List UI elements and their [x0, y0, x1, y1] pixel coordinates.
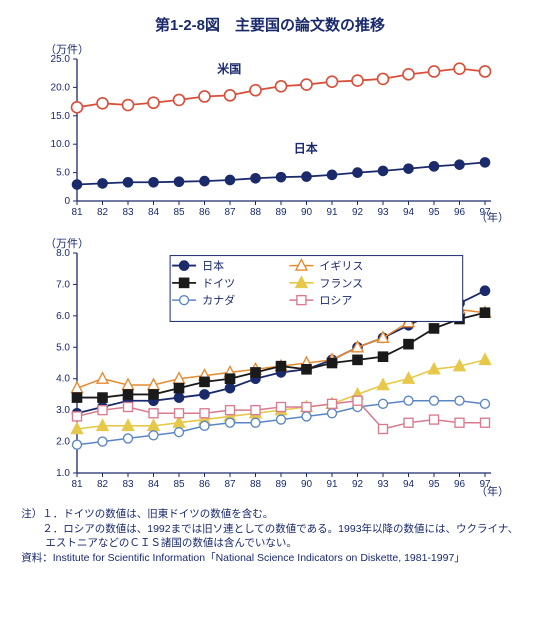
svg-text:日本: 日本 — [294, 141, 318, 156]
svg-text:87: 87 — [224, 207, 236, 218]
svg-text:85: 85 — [173, 479, 185, 490]
svg-text:96: 96 — [454, 479, 466, 490]
chart-2-wrap: （万件） 1.02.03.04.05.06.07.08.081828384858… — [25, 237, 515, 497]
svg-text:82: 82 — [97, 479, 109, 490]
svg-text:4.0: 4.0 — [56, 374, 70, 385]
svg-text:日本: 日本 — [202, 259, 224, 273]
svg-text:82: 82 — [97, 207, 109, 218]
svg-text:93: 93 — [377, 207, 389, 218]
svg-text:88: 88 — [250, 207, 262, 218]
svg-text:95: 95 — [428, 207, 440, 218]
svg-text:86: 86 — [199, 207, 211, 218]
svg-text:米国: 米国 — [217, 61, 241, 76]
chart-2-ylabel: （万件） — [45, 235, 89, 251]
svg-text:2.0: 2.0 — [56, 437, 70, 448]
svg-text:89: 89 — [275, 479, 287, 490]
svg-text:91: 91 — [326, 207, 338, 218]
svg-text:フランス: フランス — [319, 278, 363, 290]
svg-text:15.0: 15.0 — [51, 111, 71, 122]
svg-text:83: 83 — [122, 479, 134, 490]
svg-text:86: 86 — [199, 479, 211, 490]
chart-2-xlabel: （年） — [476, 483, 509, 499]
svg-text:96: 96 — [454, 207, 466, 218]
chart-2-svg: 1.02.03.04.05.06.07.08.08182838485868788… — [25, 237, 515, 497]
svg-text:83: 83 — [122, 207, 134, 218]
svg-text:84: 84 — [148, 207, 160, 218]
chart-1-wrap: （万件） 05.010.015.020.025.0818283848586878… — [25, 43, 515, 223]
svg-text:93: 93 — [377, 479, 389, 490]
note-source: 資料：Institute for Scientific Information「… — [16, 551, 524, 566]
svg-text:94: 94 — [403, 479, 415, 490]
note-1: 注）１．ドイツの数値は、旧東ドイツの数値を含む。 — [16, 507, 524, 522]
svg-text:95: 95 — [428, 479, 440, 490]
svg-text:90: 90 — [301, 479, 313, 490]
svg-text:87: 87 — [224, 479, 236, 490]
svg-text:ドイツ: ドイツ — [202, 278, 235, 290]
svg-text:92: 92 — [352, 207, 364, 218]
chart-1-svg: 05.010.015.020.025.081828384858687888990… — [25, 43, 515, 223]
svg-text:ロシア: ロシア — [319, 295, 352, 307]
svg-text:85: 85 — [173, 207, 185, 218]
svg-text:0: 0 — [64, 196, 70, 207]
svg-text:5.0: 5.0 — [56, 168, 70, 179]
svg-text:89: 89 — [275, 207, 287, 218]
svg-text:イギリス: イギリス — [319, 260, 363, 273]
notes-block: 注）１．ドイツの数値は、旧東ドイツの数値を含む。 ２．ロシアの数値は、1992ま… — [16, 507, 524, 566]
svg-text:1.0: 1.0 — [56, 468, 70, 479]
svg-text:7.0: 7.0 — [56, 279, 70, 290]
chart-1-ylabel: （万件） — [45, 41, 89, 57]
svg-text:5.0: 5.0 — [56, 342, 70, 353]
svg-text:20.0: 20.0 — [51, 82, 71, 93]
svg-text:6.0: 6.0 — [56, 311, 70, 322]
svg-text:10.0: 10.0 — [51, 139, 71, 150]
svg-text:94: 94 — [403, 207, 415, 218]
svg-text:81: 81 — [71, 479, 83, 490]
svg-text:88: 88 — [250, 479, 262, 490]
svg-text:カナダ: カナダ — [202, 293, 235, 307]
note-2: ２．ロシアの数値は、1992までは旧ソ連としての数値である。1993年以降の数値… — [16, 522, 524, 551]
svg-text:84: 84 — [148, 479, 160, 490]
chart-1-xlabel: （年） — [476, 209, 509, 225]
svg-text:81: 81 — [71, 207, 83, 218]
svg-text:91: 91 — [326, 479, 338, 490]
svg-text:3.0: 3.0 — [56, 405, 70, 416]
figure-title: 第1-2-8図 主要国の論文数の推移 — [10, 14, 530, 35]
svg-text:92: 92 — [352, 479, 364, 490]
svg-text:90: 90 — [301, 207, 313, 218]
